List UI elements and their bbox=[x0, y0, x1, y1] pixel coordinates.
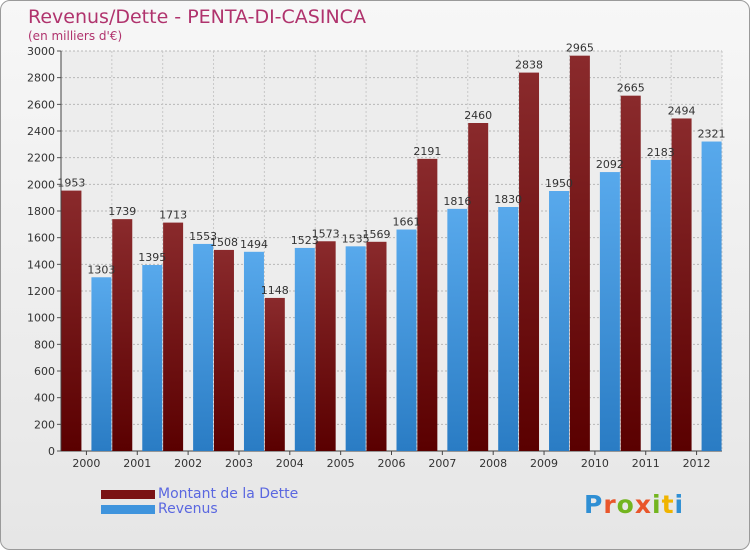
bar-debt bbox=[112, 219, 133, 451]
legend-label-revenue: Revenus bbox=[158, 501, 218, 517]
y-tick-label: 200 bbox=[34, 418, 55, 431]
x-tick-label: 2011 bbox=[632, 457, 660, 470]
x-tick-label: 2000 bbox=[72, 457, 100, 470]
logo-letter: i bbox=[674, 490, 685, 519]
data-label-debt: 2965 bbox=[566, 42, 594, 55]
data-label-debt: 2191 bbox=[413, 145, 441, 158]
data-label-revenue: 1830 bbox=[494, 193, 522, 206]
y-tick-label: 3000 bbox=[27, 45, 55, 58]
data-label-revenue: 1523 bbox=[291, 234, 319, 247]
x-tick-label: 2009 bbox=[530, 457, 558, 470]
bar-debt bbox=[315, 241, 336, 451]
data-label-revenue: 2092 bbox=[596, 158, 624, 171]
legend-swatch-revenue bbox=[101, 505, 155, 514]
data-label-debt: 1713 bbox=[159, 209, 187, 222]
x-tick-label: 2004 bbox=[276, 457, 304, 470]
y-tick-label: 1800 bbox=[27, 205, 55, 218]
data-label-revenue: 1494 bbox=[240, 238, 268, 251]
data-label-debt: 1508 bbox=[210, 236, 238, 249]
data-label-debt: 1148 bbox=[261, 284, 289, 297]
y-tick-label: 1400 bbox=[27, 258, 55, 271]
data-label-debt: 2460 bbox=[464, 109, 492, 122]
bar-debt bbox=[213, 249, 234, 451]
y-tick-label: 2800 bbox=[27, 72, 55, 85]
logo-letter: P bbox=[584, 490, 604, 519]
bar-revenue bbox=[294, 247, 315, 451]
x-tick-label: 2008 bbox=[479, 457, 507, 470]
data-label-revenue: 1303 bbox=[87, 263, 115, 276]
chart-subtitle: (en milliers d'€) bbox=[28, 29, 123, 43]
bar-revenue bbox=[91, 277, 112, 451]
y-tick-label: 600 bbox=[34, 365, 55, 378]
bar-debt bbox=[671, 118, 692, 451]
data-label-debt: 1573 bbox=[312, 227, 340, 240]
logo-letter: o bbox=[616, 490, 635, 519]
bar-debt bbox=[163, 222, 184, 451]
data-label-revenue: 2321 bbox=[698, 128, 726, 141]
x-tick-label: 2005 bbox=[327, 457, 355, 470]
data-label-revenue: 1553 bbox=[189, 230, 217, 243]
x-tick-label: 2010 bbox=[581, 457, 609, 470]
data-label-revenue: 2183 bbox=[647, 146, 675, 159]
logo-letter: r bbox=[603, 490, 617, 519]
legend-swatch-debt bbox=[101, 490, 155, 499]
data-label-revenue: 1661 bbox=[393, 216, 421, 229]
chart-title: Revenus/Dette - PENTA-DI-CASINCA bbox=[28, 6, 366, 28]
y-tick-label: 1200 bbox=[27, 285, 55, 298]
bar-debt bbox=[468, 123, 489, 451]
x-tick-label: 2012 bbox=[683, 457, 711, 470]
data-label-revenue: 1816 bbox=[443, 195, 471, 208]
bar-debt bbox=[366, 241, 387, 451]
data-label-debt: 2838 bbox=[515, 59, 543, 72]
y-tick-label: 800 bbox=[34, 338, 55, 351]
bar-revenue bbox=[396, 229, 417, 451]
bar-debt bbox=[569, 55, 590, 452]
y-tick-label: 2200 bbox=[27, 152, 55, 165]
y-tick-label: 400 bbox=[34, 392, 55, 405]
x-tick-label: 2007 bbox=[428, 457, 456, 470]
bar-revenue bbox=[345, 246, 366, 451]
data-label-debt: 1739 bbox=[108, 205, 136, 218]
bar-debt bbox=[264, 297, 285, 451]
bar-revenue bbox=[243, 251, 264, 451]
bar-revenue bbox=[142, 265, 163, 451]
logo-letter: t bbox=[661, 490, 675, 519]
bar-revenue bbox=[701, 141, 722, 452]
bar-debt bbox=[61, 190, 82, 451]
logo-letter: i bbox=[652, 490, 662, 519]
logo-letter: x bbox=[634, 490, 652, 519]
legend-label-debt: Montant de la Dette bbox=[158, 486, 299, 502]
y-tick-label: 1600 bbox=[27, 232, 55, 245]
y-tick-label: 0 bbox=[48, 445, 55, 458]
data-label-debt: 2494 bbox=[668, 104, 696, 117]
y-tick-label: 1000 bbox=[27, 312, 55, 325]
bar-revenue bbox=[599, 172, 620, 452]
data-label-revenue: 1535 bbox=[342, 232, 370, 245]
data-label-debt: 1569 bbox=[363, 228, 391, 241]
data-label-debt: 2665 bbox=[617, 82, 645, 95]
y-tick-label: 2000 bbox=[27, 178, 55, 191]
data-label-debt: 1953 bbox=[57, 177, 85, 190]
x-tick-label: 2006 bbox=[378, 457, 406, 470]
proxiti-logo: Proxiti bbox=[584, 490, 684, 519]
bar-revenue bbox=[498, 207, 519, 451]
data-label-revenue: 1395 bbox=[138, 251, 166, 264]
y-tick-label: 2600 bbox=[27, 98, 55, 111]
x-tick-label: 2003 bbox=[225, 457, 253, 470]
bar-debt bbox=[519, 72, 540, 451]
bar-revenue bbox=[447, 208, 468, 451]
bar-debt bbox=[620, 95, 641, 452]
x-tick-label: 2001 bbox=[123, 457, 151, 470]
bar-revenue bbox=[549, 191, 570, 451]
bar-revenue bbox=[193, 243, 214, 451]
bar-revenue bbox=[650, 159, 671, 451]
y-tick-label: 2400 bbox=[27, 125, 55, 138]
data-label-revenue: 1950 bbox=[545, 177, 573, 190]
x-tick-label: 2002 bbox=[174, 457, 202, 470]
bar-debt bbox=[417, 158, 438, 451]
